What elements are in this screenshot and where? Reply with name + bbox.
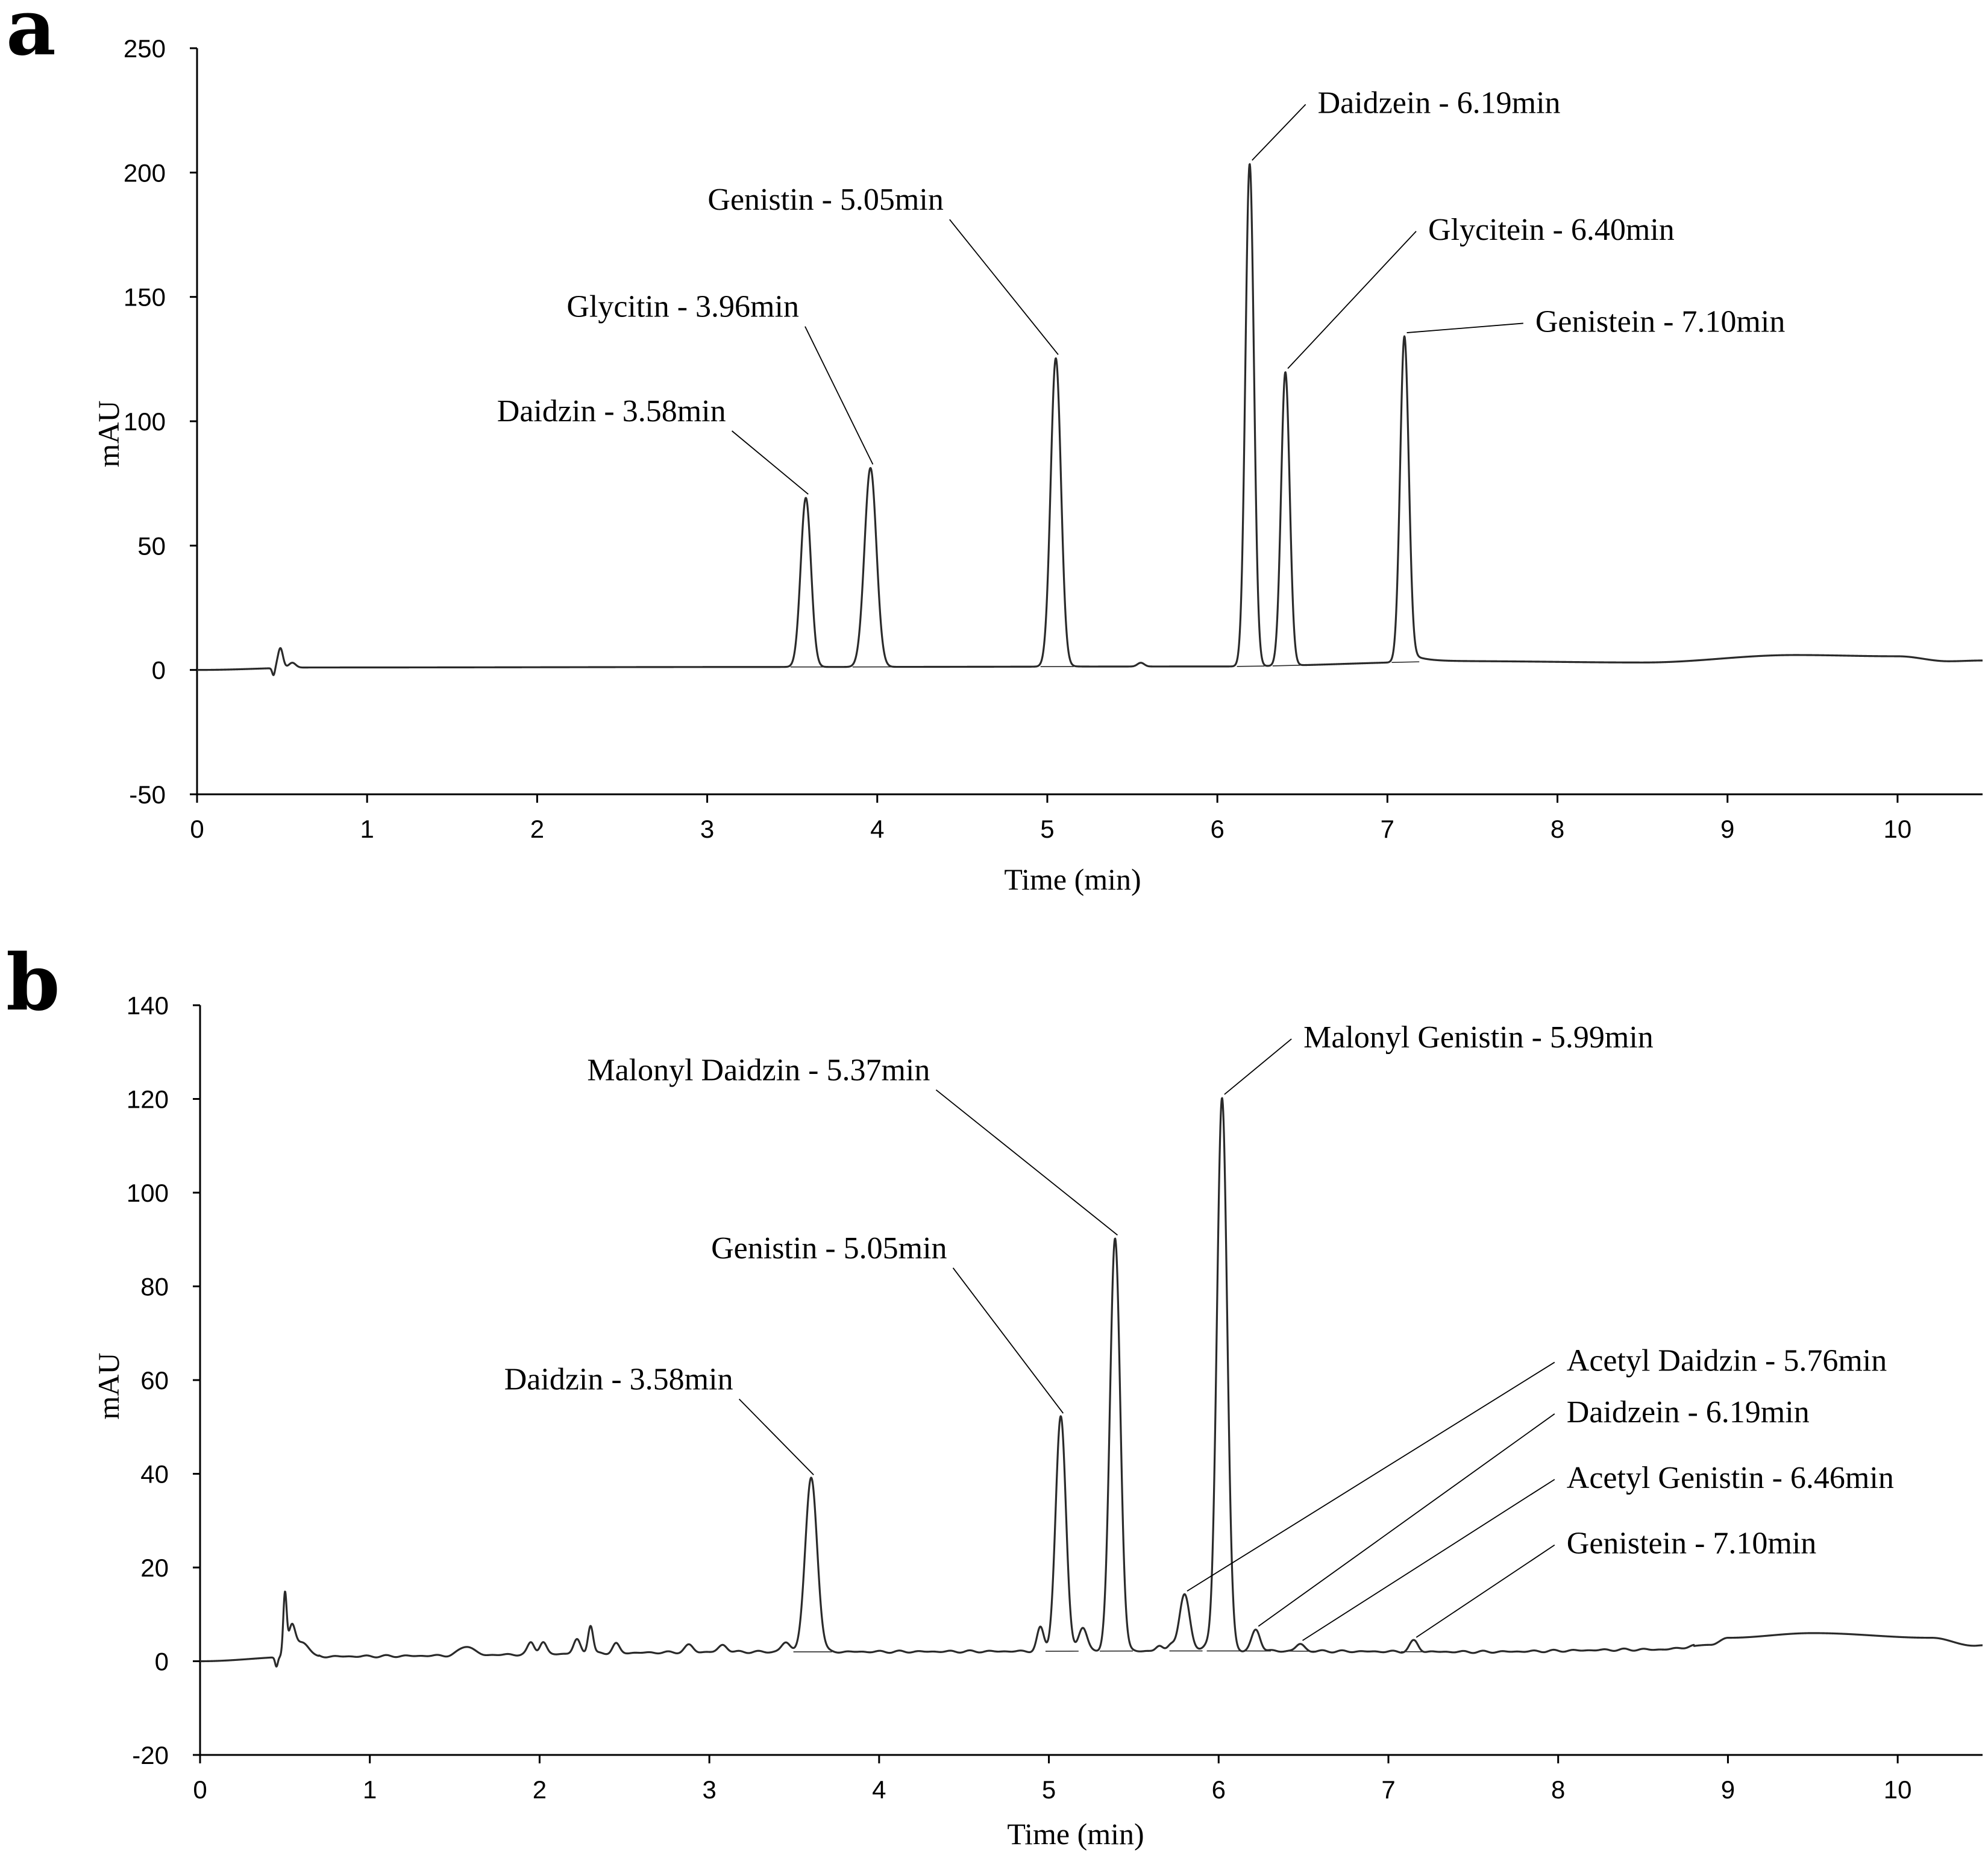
peak-leader-line [804,326,874,465]
y-tick-label: 120 [127,1085,169,1114]
x-tick-label: 3 [702,1775,716,1804]
y-tick-label: 250 [124,34,166,63]
panel-letter-b: b [6,938,60,1028]
panel-a: a 0 1 2 3 4 5 6 7 8 9 10 -50 0 50 100 150 200 250 Daidzin… [6,0,1984,896]
peak-label: Malonyl Genistin - 5.99min [1303,1020,1654,1055]
x-tick-label: 2 [533,1775,547,1804]
leaders-b [738,1038,1555,1641]
x-tick-label: 10 [1884,1775,1912,1804]
y-tick-label: 80 [140,1273,169,1301]
x-tick-label: 5 [1042,1775,1056,1804]
peak-labels-a: Daidzin - 3.58min Glycitin - 3.96min Genis… [497,86,1786,428]
y-tick-label: -50 [129,780,166,809]
integration-baseline [1237,665,1265,667]
peak-leader-line [935,1089,1118,1236]
x-tick-label: 10 [1884,815,1912,843]
peak-label: Daidzein - 6.19min [1567,1395,1810,1429]
peak-leader-line [952,1267,1064,1414]
y-tick-label: 20 [140,1554,169,1582]
panel-letter-a: a [6,0,56,73]
x-tick-label: 2 [530,815,544,843]
x-tick-label: 4 [870,815,884,843]
peak-leader-line [1258,1413,1555,1627]
peak-label: Genistein - 7.10min [1535,304,1786,339]
peak-leader-line [1187,1361,1555,1592]
x-tick-label: 6 [1212,1775,1226,1804]
peak-leader-line [949,219,1059,356]
x-tick-label: 1 [363,1775,377,1804]
peak-label: Daidzin - 3.58min [504,1363,733,1397]
peak-label: Genistin - 5.05min [707,183,943,217]
x-tick-label: 0 [190,815,204,843]
y-tick-label: 40 [140,1460,169,1489]
chromatogram-trace [196,163,1984,676]
y-tick-label: 140 [127,991,169,1020]
peak-label: Acetyl Daidzin - 5.76min [1567,1343,1887,1378]
y-tick-label: 100 [124,407,166,436]
peak-leader-line [1287,231,1417,369]
trace-a [196,163,1984,676]
y-tick-label: 50 [137,532,166,560]
peak-label: Glycitin - 3.96min [566,290,799,324]
x-tick-label: 3 [700,815,714,843]
peak-label: Acetyl Genistin - 6.46min [1567,1461,1894,1495]
y-tick-label: 100 [127,1179,169,1207]
y-tick-label: 200 [124,158,166,187]
peak-label: Daidzin - 3.58min [497,394,726,428]
x-tick-label: 9 [1721,1775,1735,1804]
x-tick-label: 1 [360,815,374,843]
y-axis-title-b: mAU [92,1352,125,1419]
y-tick-label: -20 [132,1741,169,1769]
peak-label: Genistein - 7.10min [1567,1527,1817,1561]
panel-b: b 0 1 2 3 4 5 6 7 8 9 10 -20 0 20 40 60 80 100 120 140 Daid… [6,938,1984,1851]
x-axis-title-b: Time (min) [1007,1817,1144,1851]
trace-b [199,1097,1984,1668]
axes-a [196,48,1983,796]
x-tick-label: 4 [872,1775,886,1804]
peak-leader-line [1224,1038,1292,1095]
y-tick-label: 150 [124,283,166,312]
x-tick-label: 7 [1381,815,1394,843]
x-tick-label: 5 [1040,815,1054,843]
y-axis-title-a: mAU [92,400,125,467]
x-tick-label: 6 [1210,815,1224,843]
y-tick-label: 60 [140,1366,169,1395]
x-tick-label: 0 [193,1775,207,1804]
x-axis-title-a: Time (min) [1004,862,1141,896]
peak-leader-line [1416,1544,1555,1638]
integration-baseline [1272,665,1300,667]
ticks-b: 0 1 2 3 4 5 6 7 8 9 10 -20 0 20 40 60 80 100 120 140 [127,991,1912,1804]
peak-label: Genistin - 5.05min [711,1231,947,1266]
peak-label: Malonyl Daidzin - 5.37min [587,1053,930,1087]
x-tick-label: 9 [1720,815,1734,843]
leaders-a [732,104,1523,495]
peak-leader-line [1302,1479,1555,1641]
peak-leader-line [738,1398,814,1475]
peak-leader-line [732,430,809,495]
axes-b [199,1005,1983,1756]
y-tick-label: 0 [155,1648,169,1676]
peak-leader-line [1252,104,1306,161]
chromatogram-trace [199,1097,1984,1668]
x-tick-label: 8 [1551,1775,1565,1804]
peak-label: Glycitein - 6.40min [1428,213,1675,247]
x-tick-label: 8 [1551,815,1564,843]
peak-label: Daidzein - 6.19min [1318,86,1561,120]
ticks-a: 0 1 2 3 4 5 6 7 8 9 10 -50 0 50 100 150 200 250 [124,34,1911,843]
x-tick-label: 7 [1381,1775,1395,1804]
y-tick-label: 0 [152,656,166,685]
peak-leader-line [1406,322,1523,333]
peak-labels-b: Daidzin - 3.58min Genistin - 5.05min Malon… [504,1020,1894,1561]
